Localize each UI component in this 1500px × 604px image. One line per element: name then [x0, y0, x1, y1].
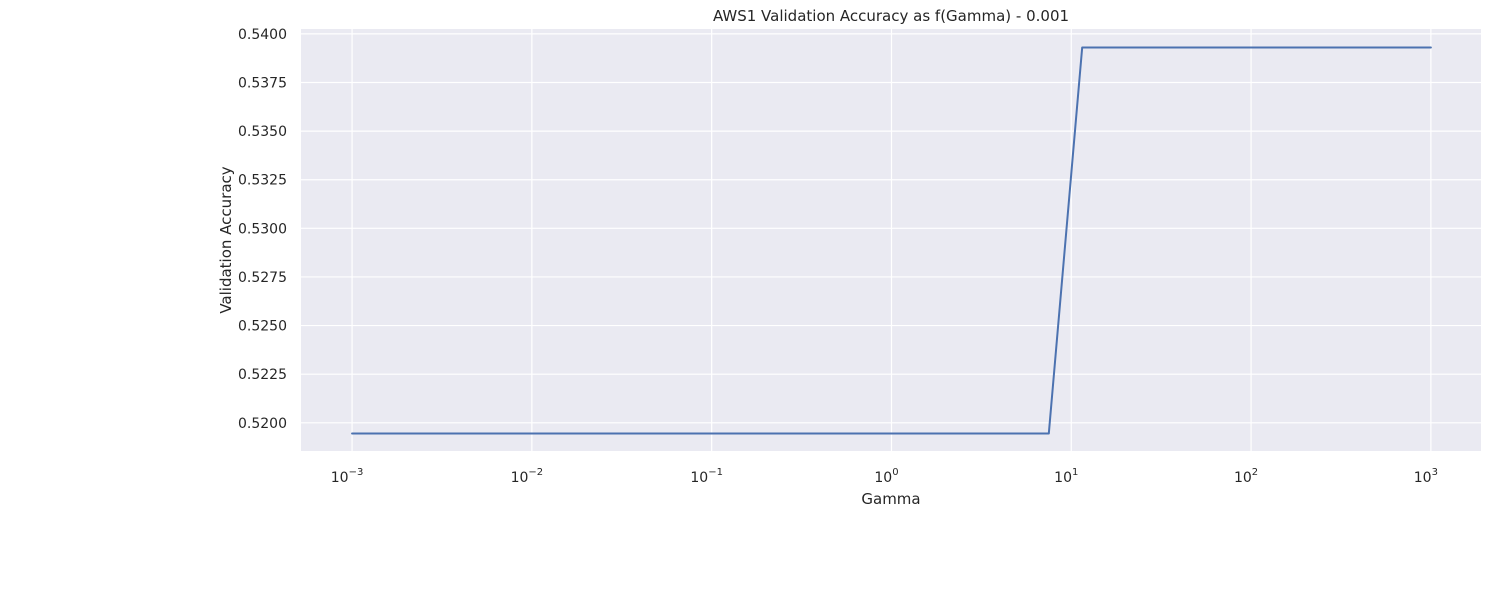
y-tick-label: 0.5300	[238, 221, 287, 237]
x-tick-exponent: −2	[528, 467, 543, 478]
x-tick-label: 10−2	[511, 467, 544, 486]
x-tick-label: 102	[1234, 467, 1258, 486]
series-layer	[351, 46, 1432, 435]
x-tick-label: 103	[1414, 467, 1438, 486]
y-tick-labels: 0.5200 0.5225 0.5250 0.5275 0.5300 0.5325 0.53…	[238, 27, 287, 432]
x-tick-base: 10	[331, 470, 349, 486]
x-tick-base: 10	[1414, 470, 1432, 486]
x-tick-exponent: −3	[349, 467, 364, 478]
y-tick-label: 0.5225	[238, 367, 287, 383]
x-tick-base: 10	[874, 470, 892, 486]
x-tick-base: 10	[511, 470, 529, 486]
x-tick-base: 10	[1054, 470, 1072, 486]
x-tick-base: 10	[690, 470, 708, 486]
y-tick-label: 0.5275	[238, 270, 287, 286]
y-tick-label: 0.5250	[238, 319, 287, 335]
x-tick-label: 10−3	[331, 467, 364, 486]
grid-lines	[301, 29, 1481, 451]
x-tick-exponent: 0	[892, 467, 898, 478]
x-tick-exponent: −1	[708, 467, 723, 478]
x-tick-exponent: 3	[1432, 467, 1438, 478]
y-tick-label: 0.5400	[238, 27, 287, 43]
y-tick-label: 0.5200	[238, 416, 287, 432]
x-tick-labels: 10−3 10−2 10−1 100 101 102 103	[331, 467, 1438, 486]
x-tick-exponent: 2	[1252, 467, 1258, 478]
x-axis-label: Gamma	[861, 490, 920, 508]
y-axis-label: Validation Accuracy	[217, 166, 235, 313]
x-tick-exponent: 1	[1072, 467, 1078, 478]
y-tick-label: 0.5350	[238, 124, 287, 140]
y-tick-label: 0.5375	[238, 75, 287, 91]
y-tick-label: 0.5325	[238, 173, 287, 189]
series-line	[351, 46, 1432, 435]
x-tick-label: 100	[874, 467, 898, 486]
x-tick-base: 10	[1234, 470, 1252, 486]
x-tick-label: 101	[1054, 467, 1078, 486]
chart-title: AWS1 Validation Accuracy as f(Gamma) - 0…	[713, 7, 1069, 25]
x-tick-label: 10−1	[690, 467, 723, 486]
